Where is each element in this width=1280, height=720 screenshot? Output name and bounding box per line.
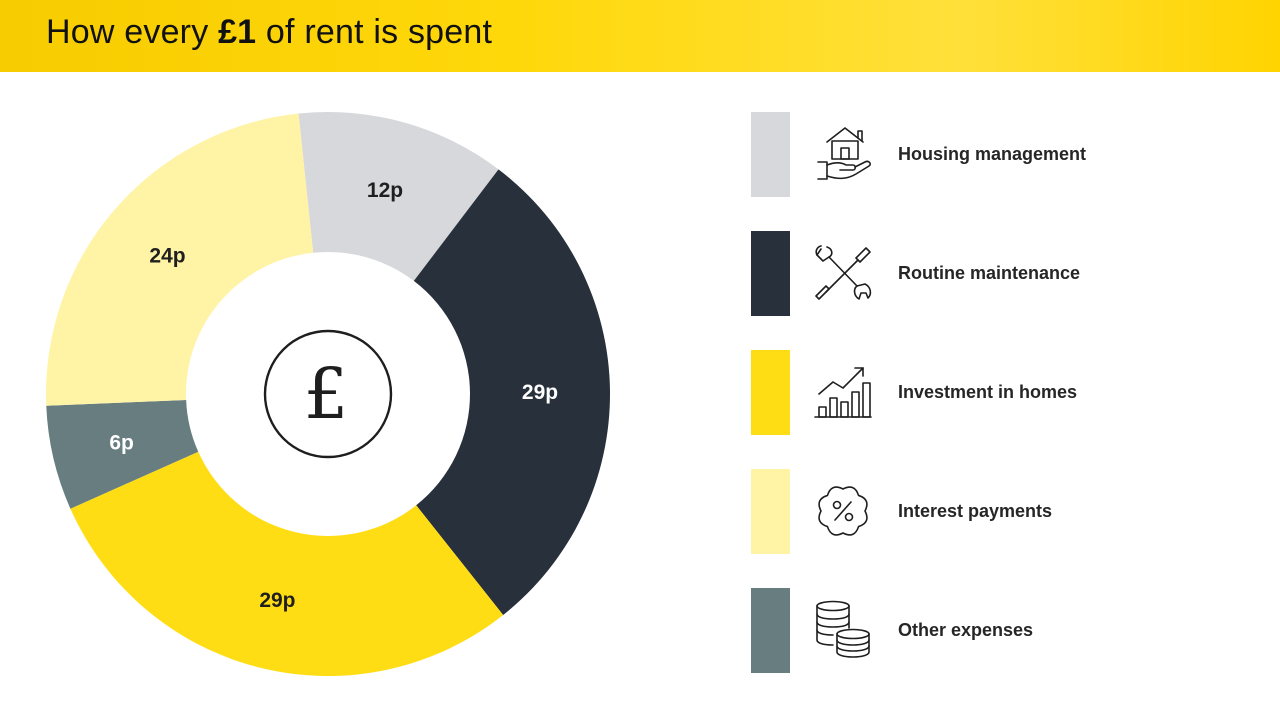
page-title: How every £1 of rent is spent (46, 13, 492, 52)
legend-item-other-expenses: Other expenses (751, 588, 1271, 673)
legend-swatch (751, 231, 790, 316)
wrench-screwdriver-icon (815, 245, 872, 300)
title-prefix: How every (46, 13, 219, 51)
legend-label: Routine maintenance (898, 263, 1081, 283)
title-bold: £1 (218, 13, 257, 51)
legend-label: Investment in homes (898, 382, 1078, 402)
donut-slice-investment-in-homes (70, 451, 504, 676)
slice-label: 24p (149, 244, 185, 267)
donut-slice-interest-payments (46, 113, 314, 406)
legend-swatch (751, 350, 790, 435)
percent-badge-icon (818, 486, 868, 536)
donut-slice-housing-management (298, 111, 499, 281)
pound-center-icon: £ (263, 329, 393, 459)
legend-item-housing-management: Housing management (751, 112, 1271, 197)
legend-item-routine-maintenance: Routine maintenance (751, 231, 1271, 316)
house-hand-icon (817, 127, 871, 180)
slice-label: 29p (259, 589, 295, 612)
slice-label: 12p (367, 179, 403, 202)
legend-item-interest-payments: Interest payments (751, 469, 1271, 554)
slice-label: 6p (109, 431, 134, 454)
title-suffix: of rent is spent (256, 13, 493, 51)
legend-swatch (751, 112, 790, 197)
growth-chart-icon (814, 367, 872, 418)
legend-label: Interest payments (898, 501, 1053, 521)
legend-label: Other expenses (898, 620, 1034, 640)
coins-stack-icon (816, 600, 870, 658)
slice-label: 29p (522, 381, 558, 404)
legend-item-investment-in-homes: Investment in homes (751, 350, 1271, 435)
donut-slice-routine-maintenance (413, 169, 610, 615)
legend-swatch (751, 588, 790, 673)
donut-slices: 12p 29p 29p 6p 24p (46, 111, 610, 676)
donut-slice-other-expenses (46, 399, 199, 509)
pound-symbol: £ (304, 353, 349, 435)
legend-label: Housing management (898, 144, 1087, 164)
chart-legend: Housing management Routine maintenance (751, 112, 1271, 707)
donut-chart: 12p 29p 29p 6p 24p £ (46, 111, 610, 676)
legend-swatch (751, 469, 790, 554)
title-bar: How every £1 of rent is spent (0, 0, 1280, 72)
